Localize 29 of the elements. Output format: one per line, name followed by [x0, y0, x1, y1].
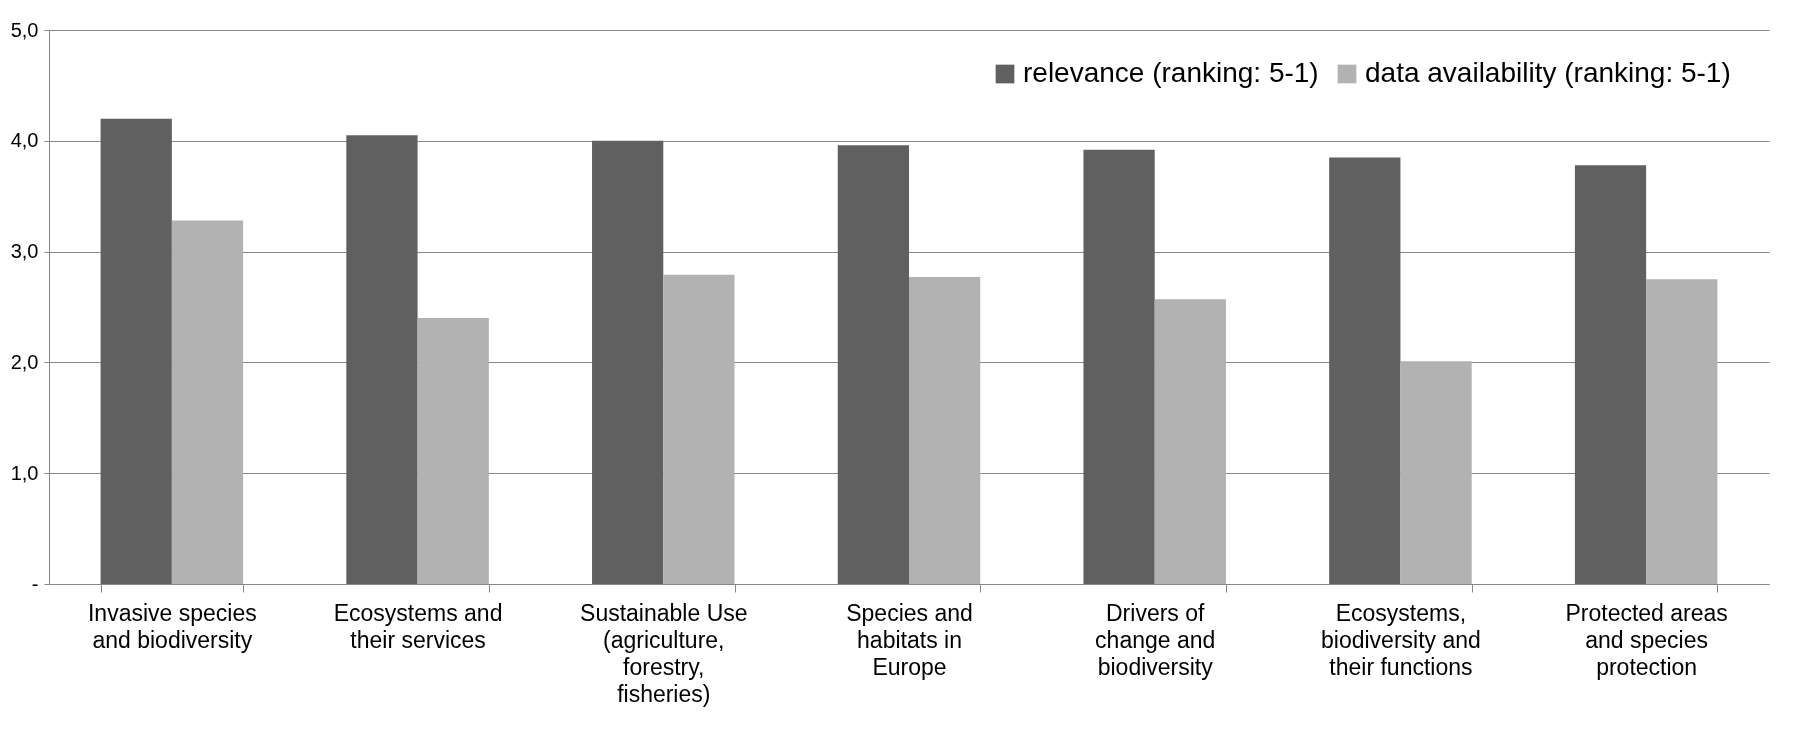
x-tick-label: Drivers of change and biodiversity	[1095, 599, 1216, 680]
bar	[171, 220, 244, 584]
y-tick-label: 3,0	[10, 240, 39, 263]
legend-label: data availability (ranking: 5-1)	[1365, 57, 1731, 88]
bar	[1574, 165, 1647, 584]
y-tick-label: -	[31, 572, 39, 595]
x-tick-label: Ecosystems and their services	[333, 599, 503, 653]
bar	[100, 118, 172, 584]
y-tick-label: 2,0	[10, 350, 39, 373]
x-tick-label: Protected areas and species protection	[1565, 599, 1728, 680]
bar	[1154, 299, 1226, 584]
bar	[346, 135, 418, 584]
bar	[1329, 157, 1401, 584]
bar	[1083, 149, 1155, 584]
bar	[417, 318, 489, 584]
y-tick-label: 4,0	[10, 129, 39, 152]
bar	[592, 140, 664, 584]
x-tick-label: Invasive species and biodiversity	[87, 599, 257, 653]
bar	[1400, 361, 1472, 584]
bar	[663, 274, 735, 584]
x-tick-label: Ecosystems, biodiversity and their functions	[1321, 599, 1481, 680]
legend-label: relevance (ranking: 5-1)	[1023, 57, 1319, 88]
x-tick-label: Species and habitats in Europe	[846, 599, 973, 680]
x-tick-label: Sustainable Use (agriculture, forestry, fisheries)	[580, 599, 748, 707]
y-tick-label: 5,0	[10, 18, 39, 41]
bar	[1646, 279, 1718, 584]
y-tick-label: 1,0	[10, 461, 39, 484]
bar	[909, 277, 981, 584]
bar	[837, 145, 909, 584]
